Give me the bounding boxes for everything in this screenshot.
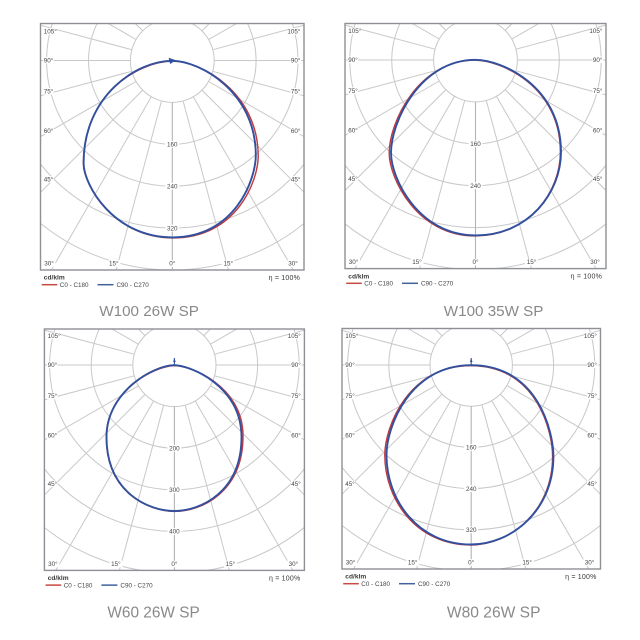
svg-text:η = 100%: η = 100% bbox=[269, 575, 300, 582]
svg-text:30°: 30° bbox=[44, 260, 54, 268]
svg-text:60°: 60° bbox=[44, 127, 54, 135]
svg-text:90°: 90° bbox=[44, 56, 54, 64]
svg-text:15°: 15° bbox=[527, 258, 537, 266]
svg-text:160: 160 bbox=[167, 142, 178, 149]
svg-text:cd/klm: cd/klm bbox=[44, 275, 65, 282]
svg-text:60°: 60° bbox=[348, 126, 358, 134]
svg-text:75°: 75° bbox=[48, 392, 58, 400]
svg-text:240: 240 bbox=[466, 486, 477, 493]
svg-text:W100 26W SP: W100 26W SP bbox=[99, 303, 199, 320]
svg-text:105°: 105° bbox=[345, 332, 359, 340]
svg-text:75°: 75° bbox=[348, 87, 358, 95]
svg-text:105°: 105° bbox=[589, 27, 603, 35]
svg-text:45°: 45° bbox=[593, 175, 603, 183]
svg-text:15°: 15° bbox=[412, 258, 422, 266]
svg-text:C0 - C180: C0 - C180 bbox=[361, 581, 390, 588]
svg-text:60°: 60° bbox=[587, 431, 597, 439]
svg-text:30°: 30° bbox=[585, 559, 595, 567]
svg-text:75°: 75° bbox=[44, 87, 54, 95]
svg-text:45°: 45° bbox=[44, 175, 54, 183]
svg-text:60°: 60° bbox=[593, 126, 603, 134]
svg-text:C0 - C180: C0 - C180 bbox=[64, 583, 93, 590]
svg-text:C90 - C270: C90 - C270 bbox=[120, 583, 153, 590]
svg-text:C0 - C180: C0 - C180 bbox=[60, 282, 89, 289]
svg-text:240: 240 bbox=[167, 183, 178, 190]
svg-text:105°: 105° bbox=[584, 332, 598, 340]
svg-text:0°: 0° bbox=[171, 560, 178, 568]
svg-text:75°: 75° bbox=[587, 392, 597, 400]
svg-text:15°: 15° bbox=[111, 560, 121, 568]
svg-text:160: 160 bbox=[470, 141, 481, 148]
svg-text:η = 100%: η = 100% bbox=[565, 574, 596, 581]
svg-text:0°: 0° bbox=[169, 260, 176, 268]
svg-text:η = 100%: η = 100% bbox=[571, 274, 602, 281]
svg-text:105°: 105° bbox=[348, 27, 362, 35]
svg-text:45°: 45° bbox=[291, 480, 301, 488]
svg-text:30°: 30° bbox=[289, 560, 299, 568]
svg-text:0°: 0° bbox=[472, 258, 479, 266]
svg-text:400: 400 bbox=[169, 529, 180, 536]
svg-text:C90 - C270: C90 - C270 bbox=[117, 282, 150, 289]
svg-text:75°: 75° bbox=[593, 87, 603, 95]
svg-text:90°: 90° bbox=[593, 56, 603, 64]
svg-text:75°: 75° bbox=[291, 392, 301, 400]
svg-text:90°: 90° bbox=[345, 361, 355, 369]
svg-text:cd/klm: cd/klm bbox=[345, 574, 366, 581]
svg-text:cd/klm: cd/klm bbox=[348, 273, 369, 280]
svg-text:C0 - C180: C0 - C180 bbox=[364, 281, 393, 288]
svg-text:30°: 30° bbox=[349, 258, 359, 266]
svg-text:45°: 45° bbox=[291, 175, 301, 183]
svg-text:45°: 45° bbox=[348, 175, 358, 183]
svg-text:60°: 60° bbox=[291, 431, 301, 439]
svg-text:30°: 30° bbox=[346, 559, 356, 567]
svg-text:30°: 30° bbox=[48, 560, 58, 568]
svg-text:C90 - C270: C90 - C270 bbox=[418, 581, 451, 588]
svg-text:90°: 90° bbox=[48, 361, 58, 369]
svg-text:105°: 105° bbox=[288, 332, 302, 340]
svg-text:W80 26W SP: W80 26W SP bbox=[447, 605, 541, 622]
svg-text:300: 300 bbox=[169, 487, 180, 494]
svg-text:45°: 45° bbox=[587, 480, 597, 488]
svg-text:15°: 15° bbox=[408, 559, 418, 567]
svg-text:105°: 105° bbox=[287, 27, 301, 35]
svg-text:W100 35W SP: W100 35W SP bbox=[444, 303, 544, 320]
svg-text:60°: 60° bbox=[291, 127, 301, 135]
svg-text:90°: 90° bbox=[587, 361, 597, 369]
svg-text:320: 320 bbox=[466, 527, 477, 534]
svg-text:45°: 45° bbox=[48, 480, 58, 488]
svg-text:W60 26W SP: W60 26W SP bbox=[107, 605, 199, 622]
svg-text:45°: 45° bbox=[345, 480, 355, 488]
svg-text:C90 - C270: C90 - C270 bbox=[421, 281, 454, 288]
svg-text:90°: 90° bbox=[348, 56, 358, 64]
svg-text:75°: 75° bbox=[345, 392, 355, 400]
svg-text:320: 320 bbox=[167, 225, 178, 232]
svg-text:60°: 60° bbox=[48, 431, 58, 439]
svg-text:105°: 105° bbox=[48, 332, 62, 340]
svg-text:200: 200 bbox=[169, 445, 180, 452]
svg-text:cd/klm: cd/klm bbox=[48, 575, 69, 582]
svg-text:15°: 15° bbox=[224, 260, 234, 268]
svg-text:0°: 0° bbox=[468, 559, 475, 567]
svg-text:η = 100%: η = 100% bbox=[269, 275, 300, 282]
svg-text:75°: 75° bbox=[291, 87, 301, 95]
svg-text:15°: 15° bbox=[226, 560, 236, 568]
svg-text:30°: 30° bbox=[288, 260, 298, 268]
svg-text:90°: 90° bbox=[291, 56, 301, 64]
svg-text:15°: 15° bbox=[522, 559, 532, 567]
svg-text:160: 160 bbox=[466, 445, 477, 452]
svg-text:105°: 105° bbox=[44, 27, 58, 35]
svg-text:240: 240 bbox=[470, 183, 481, 190]
svg-text:15°: 15° bbox=[109, 260, 119, 268]
svg-text:90°: 90° bbox=[291, 361, 301, 369]
svg-text:30°: 30° bbox=[590, 258, 600, 266]
svg-text:60°: 60° bbox=[345, 431, 355, 439]
